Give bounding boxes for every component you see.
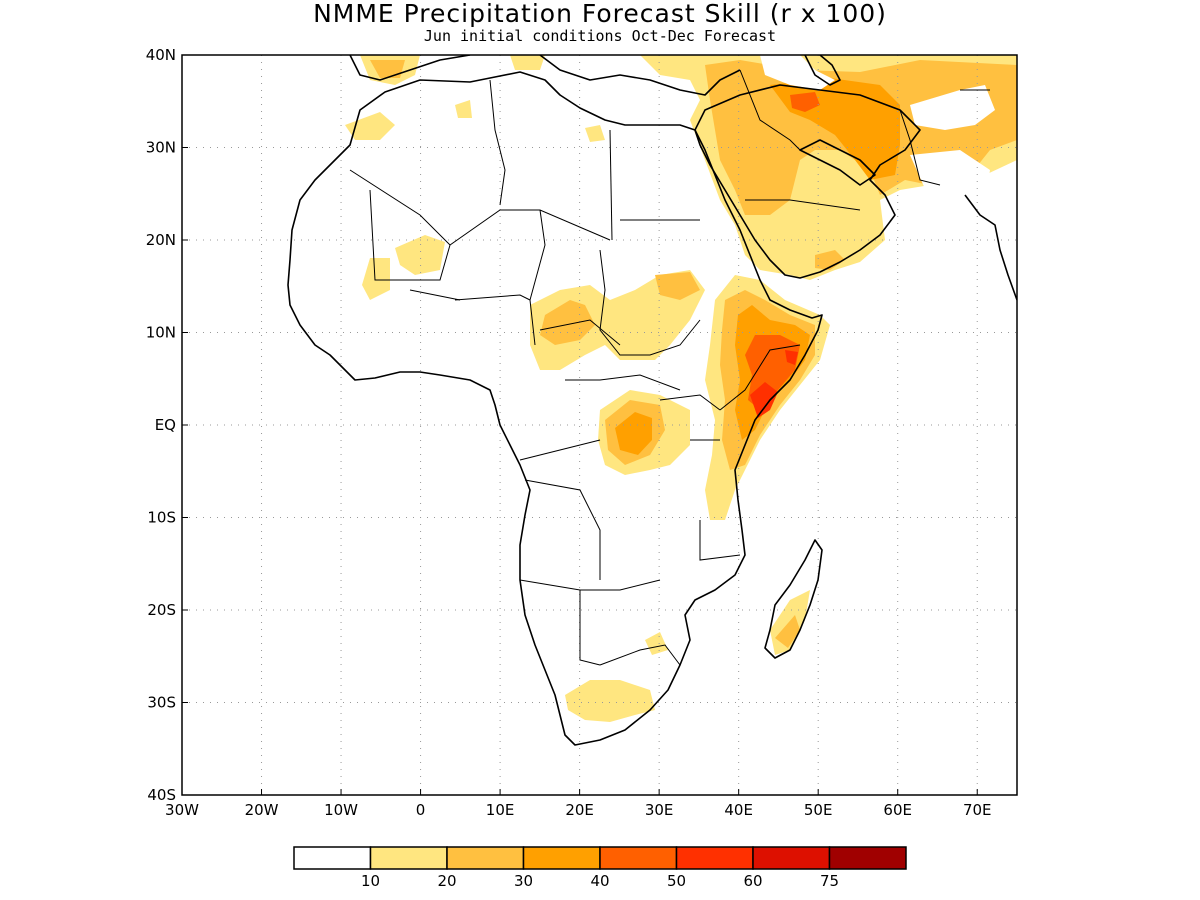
x-tick-label: 60E	[883, 801, 912, 819]
colorbar-swatch	[828, 846, 907, 870]
y-tick-label: 10N	[146, 324, 176, 342]
colorbar-label: 40	[590, 872, 609, 890]
colorbar-label: 50	[667, 872, 686, 890]
persian-gulf-coastline	[799, 139, 876, 186]
skill-hole-central-asia	[910, 85, 995, 130]
colorbar-swatch	[369, 846, 448, 870]
colorbar-label: 60	[743, 872, 762, 890]
colorbar-swatch	[293, 846, 372, 870]
y-tick-label: 40S	[147, 786, 176, 804]
colorbar: 10 20 30 40 50 60 75	[293, 846, 907, 890]
colorbar-label: 75	[820, 872, 839, 890]
skill-hole-caspian	[760, 55, 835, 90]
skill-region-south-africa-10b	[645, 632, 668, 655]
skill-region-nafrica-20	[370, 60, 405, 78]
colorbar-swatch	[446, 846, 525, 870]
skill-shading	[345, 55, 1017, 722]
x-tick-label: 50E	[804, 801, 833, 819]
x-tick-label: 10E	[486, 801, 515, 819]
gridlines	[182, 55, 1017, 795]
skill-region-madagascar-20	[775, 615, 800, 648]
colorbar-label: 20	[437, 872, 456, 890]
y-tick-label: 20S	[147, 601, 176, 619]
skill-region-nafrica-10	[345, 112, 395, 140]
x-tick-label: 70E	[963, 801, 992, 819]
colorbar-swatch	[522, 846, 601, 870]
x-axis: 30W 20W 10W 0 10E 20E 30E 40E 50E 60E 70E	[165, 789, 992, 819]
y-tick-label: 40N	[146, 46, 176, 64]
x-tick-label: 20E	[565, 801, 594, 819]
skill-region-sahel-west-10b	[362, 258, 390, 300]
skill-region-egypt-10	[585, 125, 605, 142]
x-tick-label: 30E	[645, 801, 674, 819]
y-tick-label: 30N	[146, 139, 176, 157]
x-tick-label: 40E	[724, 801, 753, 819]
coastlines	[287, 55, 1017, 746]
skill-region-arabia-sw-20	[815, 250, 845, 270]
skill-region-iran-40	[790, 92, 820, 112]
skill-region-arabia-sw-10	[765, 215, 870, 260]
map-subtitle: Jun initial conditions Oct-Dec Forecast	[423, 27, 777, 45]
y-tick-label: 10S	[147, 509, 176, 527]
colorbar-label: 10	[361, 872, 380, 890]
y-tick-label: 30S	[147, 694, 176, 712]
x-tick-label: 10W	[324, 801, 358, 819]
skill-region-sahel-west-10	[395, 235, 445, 275]
skill-region-south-africa-10	[565, 680, 655, 722]
colorbar-label: 30	[514, 872, 533, 890]
colorbar-swatch	[752, 846, 831, 870]
caspian-coastline	[804, 55, 841, 86]
africa-coastline	[287, 71, 823, 746]
skill-hole-arabia-ne	[910, 150, 990, 210]
skill-region-libya-10	[455, 100, 472, 118]
skill-region-sahel-central-20	[540, 300, 595, 345]
map-title: NMME Precipitation Forecast Skill (r x 1…	[313, 0, 887, 28]
india-coastline	[964, 194, 1017, 301]
y-axis: 40N 30N 20N 10N EQ 10S 20S 30S 40S	[146, 46, 188, 804]
madagascar-coastline	[764, 539, 823, 659]
x-tick-label: 0	[416, 801, 426, 819]
skill-region-sahel-central-20b	[655, 272, 700, 300]
europe-coastline	[349, 55, 741, 96]
x-tick-label: 20W	[245, 801, 279, 819]
arabia-coastline	[694, 84, 921, 279]
y-tick-label: EQ	[155, 416, 176, 434]
skill-region-east-africa-50b	[785, 350, 798, 365]
skill-region-congo-30	[615, 412, 652, 455]
y-tick-label: 20N	[146, 231, 176, 249]
colorbar-swatch	[599, 846, 678, 870]
skill-region-east-africa-50	[750, 382, 778, 418]
colorbar-swatch	[675, 846, 754, 870]
skill-region-spain-10	[510, 55, 545, 70]
x-tick-label: 30W	[165, 801, 199, 819]
country-borders	[349, 69, 990, 666]
